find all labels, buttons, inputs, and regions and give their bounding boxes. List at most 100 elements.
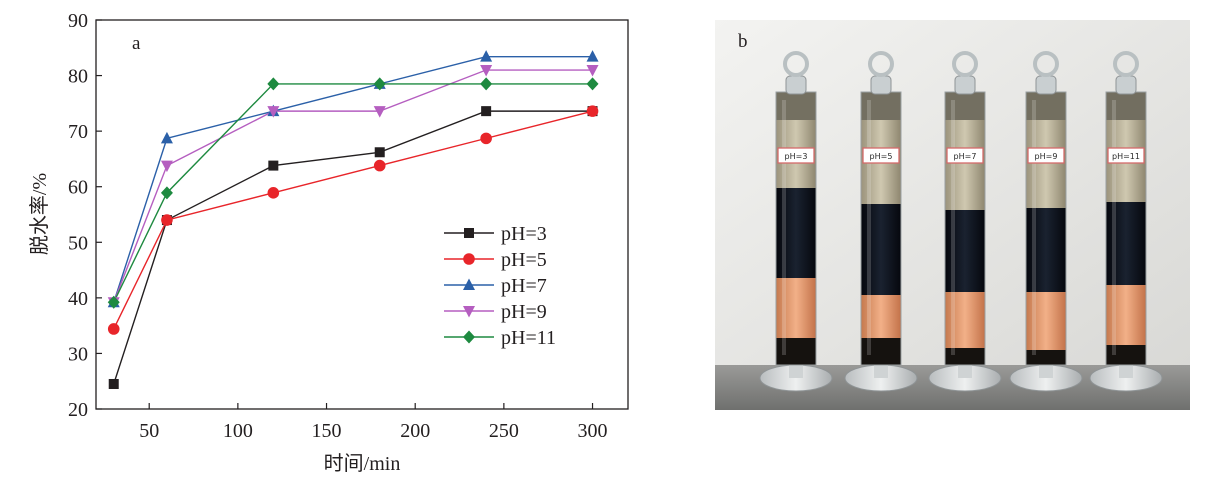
y-tick-label: 40 xyxy=(68,288,88,310)
data-point-3-5 xyxy=(586,65,599,77)
legend-label-0: pH=3 xyxy=(501,223,547,245)
data-point-0-0 xyxy=(108,378,119,389)
handwritten-label-tag xyxy=(777,147,815,164)
data-point-4-2 xyxy=(267,77,280,91)
stopper-plug xyxy=(954,75,976,95)
data-point-2-4 xyxy=(480,50,493,62)
graduated-cylinder: pH=3 xyxy=(759,51,833,392)
cylinder-neck xyxy=(1106,92,1146,120)
y-tick-label: 20 xyxy=(68,399,88,421)
stopper-knob xyxy=(783,51,809,77)
legend-marker-3 xyxy=(463,306,475,318)
series-line-3 xyxy=(113,69,593,303)
data-point-2-1 xyxy=(160,131,173,144)
legend-marker-1 xyxy=(463,253,475,265)
y-axis-label: 脱水率/% xyxy=(28,173,51,255)
data-point-3-1 xyxy=(160,160,173,173)
y-tick-label: 30 xyxy=(68,343,88,365)
water-layer xyxy=(945,292,985,348)
cylinder-neck xyxy=(945,92,985,120)
glass-highlight xyxy=(867,100,871,355)
data-point-1-4 xyxy=(480,132,492,145)
handwritten-label-tag xyxy=(1107,147,1145,164)
graduated-cylinder: pH=11 xyxy=(1089,51,1163,392)
y-tick-label: 60 xyxy=(68,177,88,199)
y-tick-label: 70 xyxy=(68,121,88,143)
data-point-4-1 xyxy=(160,186,173,200)
handwritten-label-tag xyxy=(946,147,984,164)
sediment-layer xyxy=(1026,350,1066,365)
legend-label-2: pH=7 xyxy=(501,275,547,297)
handwritten-label-text: pH=3 xyxy=(785,152,808,161)
water-layer xyxy=(1026,292,1066,350)
data-point-4-5 xyxy=(586,77,599,91)
x-tick-label: 300 xyxy=(578,420,608,442)
oil-layer xyxy=(776,188,816,278)
stopper-plug xyxy=(785,75,807,95)
handwritten-label-tag xyxy=(862,147,900,164)
froth-layer xyxy=(945,120,985,210)
glass-highlight xyxy=(951,100,955,355)
stopper-plug xyxy=(870,75,892,95)
data-point-1-5 xyxy=(586,105,599,117)
series-line-4 xyxy=(113,83,593,303)
handwritten-label-tag xyxy=(1027,147,1065,164)
handwritten-label-text: pH=5 xyxy=(870,152,893,161)
data-point-1-0 xyxy=(107,323,120,335)
legend-label-1: pH=5 xyxy=(501,249,547,271)
series-line-0 xyxy=(113,110,593,385)
x-tick-label: 200 xyxy=(400,420,430,442)
panel-label-a: a xyxy=(132,33,141,54)
stopper-knob xyxy=(1113,51,1139,77)
legend-marker-2 xyxy=(463,278,475,290)
data-point-2-5 xyxy=(586,50,599,62)
data-point-0-3 xyxy=(374,147,385,158)
data-point-4-0 xyxy=(107,295,120,309)
x-axis-label: 时间/min xyxy=(324,452,401,475)
handwritten-label-text: pH=9 xyxy=(1035,152,1058,161)
series-line-1 xyxy=(113,110,593,330)
handwritten-label-text: pH=7 xyxy=(954,152,977,161)
chart-panel-a: a 20 30 40 50 60 70 80 90 50 100 150 200 250 300 pH=3… xyxy=(28,10,629,475)
data-point-3-2 xyxy=(267,106,280,118)
x-tick-label: 150 xyxy=(312,420,342,442)
water-layer xyxy=(861,295,901,338)
data-point-1-1 xyxy=(161,214,173,226)
cylinder-neck xyxy=(1026,92,1066,120)
stopper-knob xyxy=(952,51,978,77)
panel-label-b: b xyxy=(738,31,748,52)
sediment-layer xyxy=(776,338,816,365)
data-point-4-3 xyxy=(373,77,386,91)
froth-layer xyxy=(1026,120,1066,208)
glass-highlight xyxy=(1032,100,1036,355)
glass-highlight xyxy=(782,100,786,355)
sediment-layer xyxy=(861,338,901,365)
photo-panel-b: b pH=3 pH=5 pH=7 pH=9 pH=11 xyxy=(715,20,1190,410)
legend-marker-0 xyxy=(464,228,474,238)
data-point-0-2 xyxy=(268,160,279,171)
plot-frame xyxy=(95,19,629,410)
x-tick-label: 50 xyxy=(139,420,159,442)
stopper-knob xyxy=(1033,51,1059,77)
cylinder-neck xyxy=(861,92,901,120)
data-point-1-2 xyxy=(267,187,280,199)
stopper-knob xyxy=(868,51,894,77)
series-line-2 xyxy=(113,55,593,303)
cylinder-neck xyxy=(776,92,816,120)
legend-label-4: pH=11 xyxy=(501,327,556,349)
y-tick-label: 80 xyxy=(68,66,88,88)
oil-layer xyxy=(945,210,985,292)
data-point-4-4 xyxy=(480,77,493,91)
water-layer xyxy=(776,278,816,338)
handwritten-label-text: pH=11 xyxy=(1112,152,1140,161)
data-point-1-3 xyxy=(373,159,386,172)
oil-layer xyxy=(861,204,901,295)
data-point-3-3 xyxy=(373,106,386,118)
x-tick-label: 250 xyxy=(489,420,519,442)
data-point-3-4 xyxy=(480,65,493,77)
water-layer xyxy=(1106,285,1146,345)
glass-highlight xyxy=(1112,100,1116,355)
graduated-cylinder: pH=7 xyxy=(928,51,1002,392)
stopper-plug xyxy=(1035,75,1057,95)
sediment-layer xyxy=(1106,345,1146,365)
